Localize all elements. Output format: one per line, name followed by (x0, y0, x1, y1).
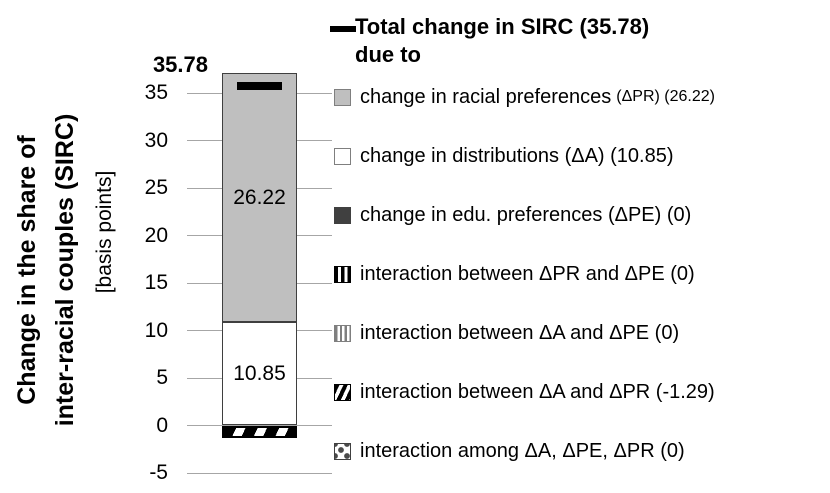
vertical-black-stripes-swatch-icon (334, 265, 351, 283)
y-axis-title: Change in the share of inter-racial coup… (8, 114, 84, 427)
bar-segment-distributions (222, 322, 297, 426)
total-value-label: 35.78 (152, 52, 208, 77)
segment-value-label: 26.22 (233, 185, 286, 209)
total-dash-icon (330, 26, 356, 32)
legend-item: interaction between ΔA and ΔPR (-1.29) (334, 381, 715, 403)
legend-item-label: interaction between ΔA and ΔPR (-1.29) (360, 380, 715, 403)
legend-header-line1: Total change in SIRC (35.78) (355, 14, 650, 39)
legend-item-label: interaction among ΔA, ΔPE, ΔPR (0) (360, 439, 685, 462)
diagonal-black-stripes-swatch-icon (334, 383, 351, 401)
segment-value-label: 10.85 (233, 361, 286, 385)
legend-item: interaction among ΔA, ΔPE, ΔPR (0) (334, 440, 685, 462)
confetti-dots-swatch-icon (334, 442, 351, 460)
y-tick-label: 35 (144, 81, 168, 104)
solid-dark-swatch-icon (334, 206, 351, 224)
legend-item-label: change in racial preferences (360, 85, 612, 108)
legend-header: Total change in SIRC (35.78) due to (355, 13, 649, 69)
y-axis-title-line-1: Change in the share of (13, 135, 41, 405)
legend-item: interaction between ΔPR and ΔPE (0) (334, 263, 695, 285)
legend-header-line2: due to (355, 42, 421, 67)
bar-segment-racial-preferences (222, 73, 297, 323)
vertical-gray-stripes-swatch-icon (334, 324, 351, 342)
y-tick-label: -5 (149, 461, 168, 484)
y-tick-label: 10 (144, 318, 168, 342)
y-tick-label: 25 (144, 176, 168, 199)
legend-item-label: change in distributions (ΔA) (10.85) (360, 144, 674, 167)
y-tick-label: 20 (144, 223, 168, 247)
solid-gray-swatch-icon (334, 88, 351, 106)
legend-item-label: interaction between ΔPR and ΔPE (0) (360, 262, 695, 285)
legend-item-label-suffix: (ΔPR) (26.22) (616, 88, 715, 105)
y-tick-label: 15 (144, 271, 168, 294)
y-tick-label: 5 (156, 366, 168, 389)
legend-item: interaction between ΔA and ΔPE (0) (334, 322, 679, 344)
legend-item-label: interaction between ΔA and ΔPE (0) (360, 321, 680, 344)
total-marker-dash (237, 81, 282, 90)
legend-item: change in distributions (ΔA) (10.85) (334, 145, 674, 167)
legend-item-label: change in edu. preferences (ΔPE) (0) (360, 203, 692, 226)
y-axis-title-line-2: inter-racial couples (SIRC) (51, 113, 79, 427)
y-tick-label: 0 (156, 413, 168, 437)
bar-segment-interaction-da-dpr (222, 425, 297, 438)
legend-item: change in racial preferences (ΔPR) (26.22… (334, 86, 715, 108)
gridline (187, 472, 332, 474)
legend-item: change in edu. preferences (ΔPE) (0) (334, 204, 691, 226)
solid-white-swatch-icon (334, 147, 351, 165)
y-tick-label: 30 (144, 128, 168, 152)
